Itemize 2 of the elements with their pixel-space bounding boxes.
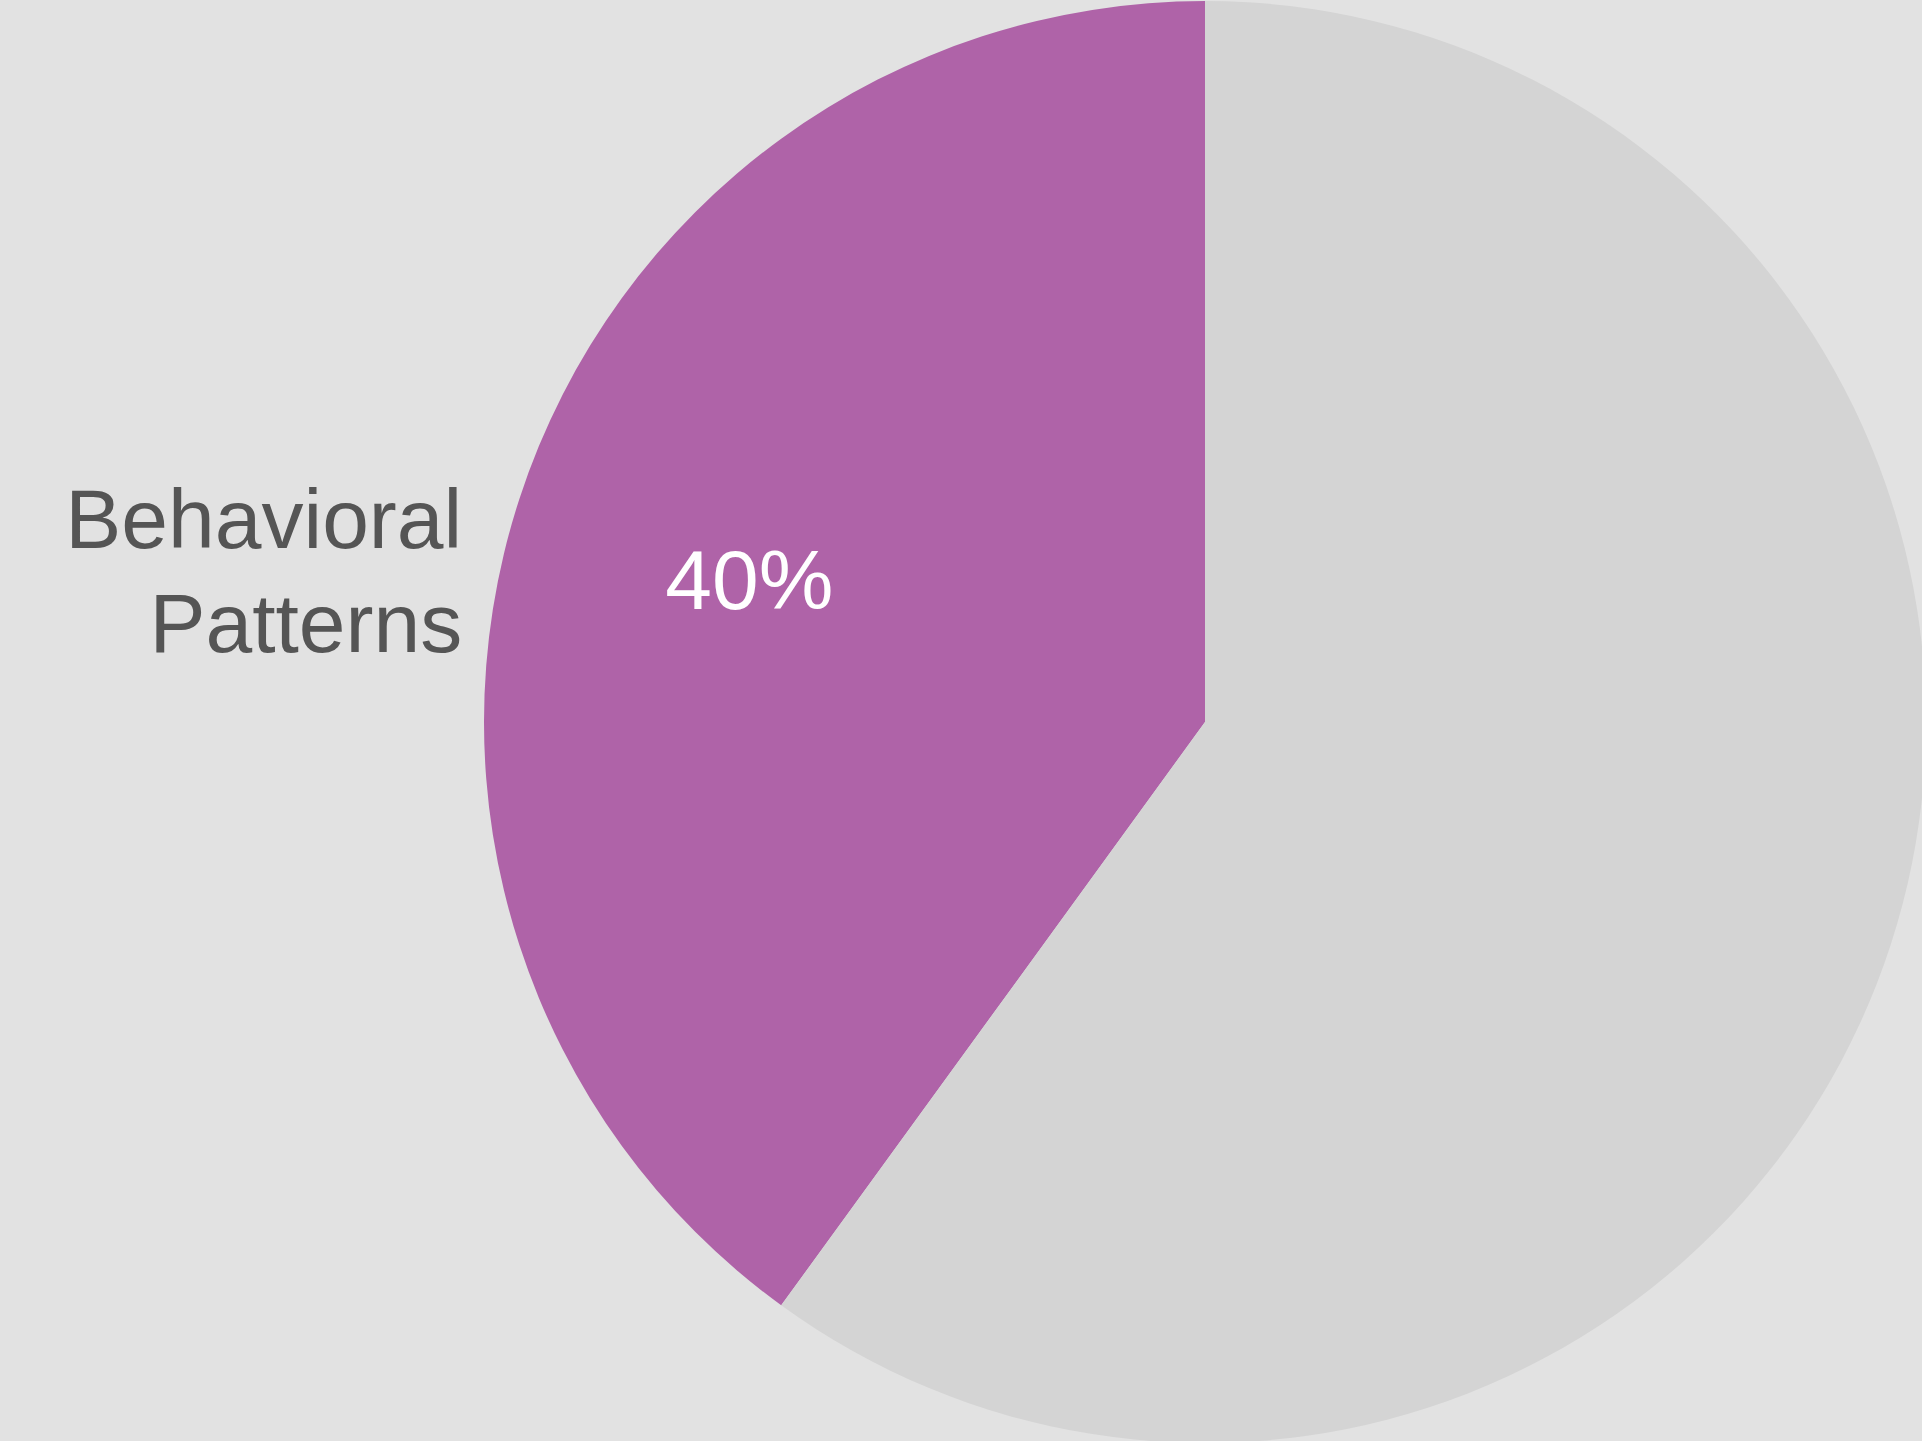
slice-label: Behavioral Patterns	[65, 471, 463, 670]
data-label: 40%	[665, 532, 834, 627]
